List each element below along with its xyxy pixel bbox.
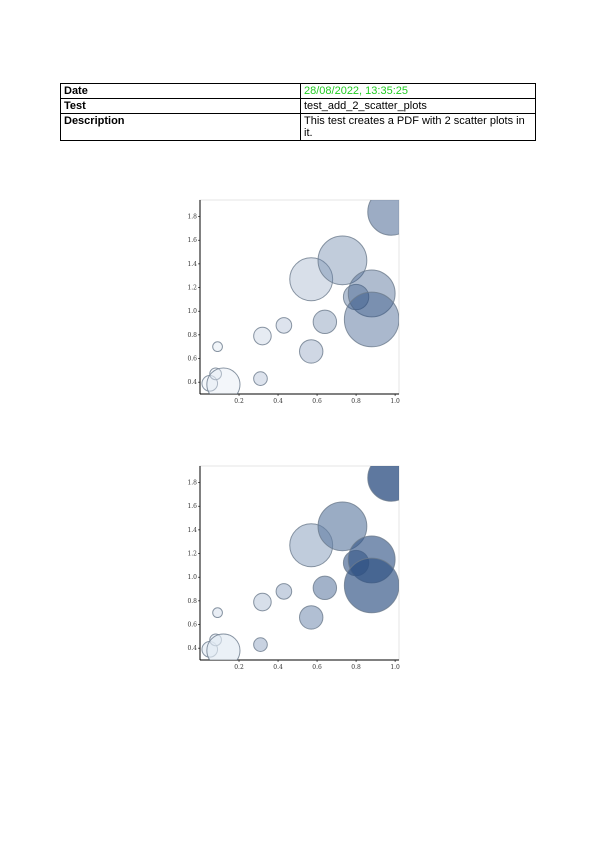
date-label: Date [60, 83, 301, 99]
y-tick-label: 1.0 [187, 574, 197, 581]
description-label: Description [60, 113, 301, 141]
x-tick-label: 0.2 [234, 664, 244, 671]
y-tick-label: 1.0 [187, 308, 197, 315]
table-row: Description This test creates a PDF with… [60, 113, 536, 141]
scatter-plot-2: 0.2 0.4 0.6 0.8 1.0 0.4 0.6 0.8 1.0 1.2 1.4 1.6 1.8 [186, 462, 402, 678]
data-point [289, 257, 334, 302]
x-tick-label: 0.8 [351, 664, 361, 671]
y-tick-label: 0.4 [187, 379, 197, 386]
data-point [275, 583, 293, 600]
test-info-table: Date 28/08/2022, 13:35:25 Test test_add_… [60, 83, 536, 141]
data-point [343, 291, 399, 348]
points-group [201, 200, 399, 394]
data-point [253, 326, 272, 346]
y-tick-label: 0.8 [187, 332, 197, 339]
y-tick-label: 1.8 [187, 214, 197, 221]
data-point [367, 200, 399, 236]
y-tick-label: 1.6 [187, 503, 197, 510]
data-point [299, 605, 324, 630]
data-point [206, 633, 241, 660]
data-point [206, 367, 241, 394]
data-point [253, 592, 272, 612]
y-tick-label: 0.6 [187, 356, 197, 363]
y-tick-label: 0.8 [187, 598, 197, 605]
y-tick-label: 1.4 [187, 261, 197, 268]
data-point [343, 557, 399, 614]
data-point [212, 341, 223, 353]
scatter-plot-1: 0.2 0.4 0.6 0.8 1.0 0.4 0.6 0.8 1.0 1.2 1.4 1.6 1.8 [186, 196, 402, 412]
x-tick-label: 1.0 [390, 398, 400, 405]
data-point [209, 367, 222, 381]
data-point [253, 637, 268, 652]
data-point [212, 607, 223, 619]
data-point [312, 309, 338, 335]
y-tick-label: 0.6 [187, 622, 197, 629]
y-tick-label: 0.4 [187, 645, 197, 652]
y-tick-label: 1.8 [187, 480, 197, 487]
table-row: Date 28/08/2022, 13:35:25 [60, 83, 536, 99]
y-tick-label: 1.6 [187, 237, 197, 244]
description-value: This test creates a PDF with 2 scatter p… [300, 113, 536, 141]
scatter-plot-2-svg: 0.2 0.4 0.6 0.8 1.0 0.4 0.6 0.8 1.0 1.2 1.4 1.6 1.8 [187, 465, 400, 671]
points-group [201, 466, 399, 660]
data-point [253, 371, 268, 386]
data-point [347, 269, 396, 318]
table-row: Test test_add_2_scatter_plots [60, 98, 536, 114]
y-tick-label: 1.4 [187, 527, 197, 534]
x-tick-label: 0.4 [273, 664, 283, 671]
y-tick-label: 1.2 [187, 551, 197, 558]
data-point [275, 317, 293, 334]
scatter-plot-1-svg: 0.2 0.4 0.6 0.8 1.0 0.4 0.6 0.8 1.0 1.2 1.4 1.6 1.8 [187, 199, 400, 405]
x-tick-label: 0.6 [312, 398, 322, 405]
y-tick-label: 1.2 [187, 285, 197, 292]
test-label: Test [60, 98, 301, 114]
x-tick-label: 0.4 [273, 398, 283, 405]
data-point [367, 466, 399, 502]
x-tick-label: 0.2 [234, 398, 244, 405]
data-point [317, 235, 368, 286]
x-tick-label: 1.0 [390, 664, 400, 671]
test-value: test_add_2_scatter_plots [300, 98, 536, 114]
data-point [312, 575, 338, 601]
data-point [299, 339, 324, 364]
date-value: 28/08/2022, 13:35:25 [300, 83, 536, 99]
x-tick-label: 0.6 [312, 664, 322, 671]
data-point [317, 501, 368, 552]
x-tick-label: 0.8 [351, 398, 361, 405]
